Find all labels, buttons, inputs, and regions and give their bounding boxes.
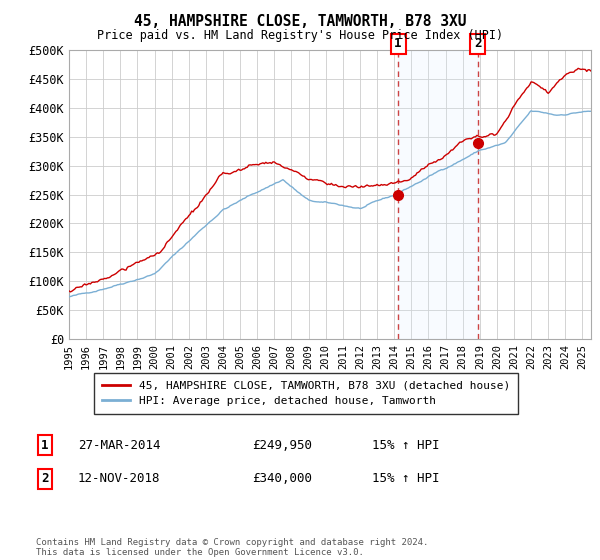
Text: 45, HAMPSHIRE CLOSE, TAMWORTH, B78 3XU: 45, HAMPSHIRE CLOSE, TAMWORTH, B78 3XU [134,14,466,29]
Text: 15% ↑ HPI: 15% ↑ HPI [372,438,439,452]
Text: £249,950: £249,950 [252,438,312,452]
Bar [398,50,478,339]
Text: 1: 1 [394,38,402,50]
Legend: 45, HAMPSHIRE CLOSE, TAMWORTH, B78 3XU (detached house), HPI: Average price, det: 45, HAMPSHIRE CLOSE, TAMWORTH, B78 3XU (… [94,373,518,414]
Text: 27-MAR-2014: 27-MAR-2014 [78,438,161,452]
Text: 12-NOV-2018: 12-NOV-2018 [78,472,161,486]
Text: Price paid vs. HM Land Registry's House Price Index (HPI): Price paid vs. HM Land Registry's House … [97,29,503,42]
Text: 2: 2 [41,472,49,486]
Text: Contains HM Land Registry data © Crown copyright and database right 2024.
This d: Contains HM Land Registry data © Crown c… [36,538,428,557]
Text: £340,000: £340,000 [252,472,312,486]
Text: 1: 1 [41,438,49,452]
Text: 2: 2 [474,38,481,50]
Text: 15% ↑ HPI: 15% ↑ HPI [372,472,439,486]
